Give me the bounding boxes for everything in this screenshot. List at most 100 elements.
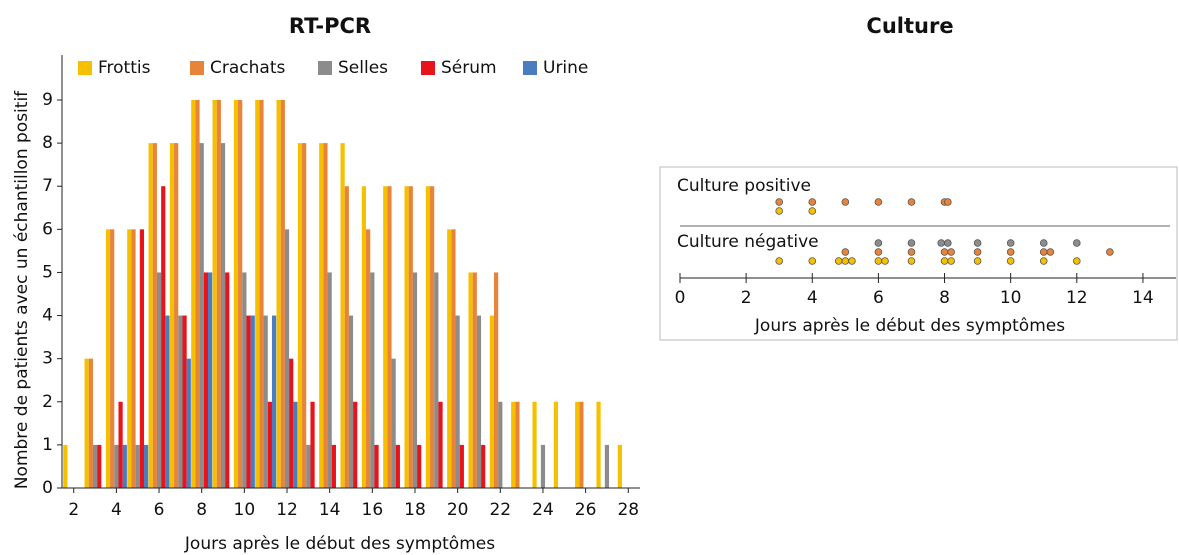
bar [212,100,217,488]
bar [161,186,166,488]
bar [225,272,230,488]
bar [165,315,170,488]
x-tick-label: 2 [741,288,752,308]
bar [195,100,200,488]
dot [1073,239,1081,247]
bar [481,444,486,488]
dot [881,257,889,265]
bar [139,229,145,489]
bar [84,358,89,488]
dot [907,248,916,256]
dot [1106,248,1114,256]
bar [220,143,226,488]
y-tick-label: 1 [42,435,53,455]
bar [118,401,123,488]
y-tick-label: 7 [42,176,53,196]
bar [263,315,268,488]
bar [310,401,315,488]
bar [88,358,93,488]
bar [361,186,367,488]
bar [348,315,354,488]
bar [617,444,622,488]
x-tick-label: 18 [404,500,426,520]
bar [105,229,111,489]
bar [412,272,418,488]
bar [293,401,298,488]
bar [327,272,332,488]
dot [937,239,946,247]
dot [1006,257,1015,265]
bar [575,401,580,488]
bar [511,401,516,488]
bar [152,143,157,488]
dot [841,248,850,256]
bar [430,186,435,488]
bar [353,401,358,488]
bar [370,272,375,488]
bar [306,444,311,488]
bar [276,100,281,488]
y-tick-label: 6 [42,219,53,239]
x-tick-label: 26 [575,500,597,520]
bar [417,444,422,488]
bar [408,186,413,488]
x-tick-label: 12 [276,500,298,520]
bar [144,444,149,488]
bar [203,272,209,488]
bar [489,315,494,488]
x-tick-label: 8 [939,288,950,308]
dot [907,257,916,265]
dot [874,198,883,206]
x-tick-label: 28 [617,500,639,520]
bar [404,186,409,488]
dot [874,239,883,247]
bar [191,100,196,488]
legend-swatch [318,61,332,75]
bar [284,229,290,489]
x-tick-label: 2 [68,500,79,520]
legend-label: Selles [338,58,388,78]
bar [208,272,213,488]
dot [775,198,783,206]
dot [848,257,856,265]
x-tick-label: 16 [362,500,384,520]
bar [472,272,477,488]
dot [1006,248,1015,256]
chart-title: Culture [866,14,953,38]
bar [169,143,175,488]
dot [1039,239,1048,247]
x-tick-label: 12 [1066,288,1088,308]
bar [323,143,328,488]
bar [178,315,183,488]
bar [148,143,153,488]
bar [340,143,345,488]
bar [319,143,324,488]
dot [834,257,843,265]
bar [476,315,482,488]
dot [841,198,850,206]
x-tick-label: 6 [873,288,884,308]
bar [596,401,601,488]
legend-swatch [190,61,204,75]
bar [246,315,251,488]
dot [947,257,955,265]
bar [267,401,272,488]
dot [1039,248,1048,256]
bar [135,444,140,488]
dot [907,198,916,206]
bar [238,100,243,488]
dot [874,257,883,265]
x-tick-label: 0 [675,288,686,308]
legend-label: Frottis [98,58,151,78]
group-label: Culture positive [677,176,811,196]
dot [907,239,916,247]
bar [114,444,119,488]
legend-label: Urine [543,58,588,78]
y-tick-label: 9 [42,90,53,110]
x-tick-label: 6 [154,500,165,520]
bar [199,143,204,488]
dot [775,207,783,215]
bar [459,444,464,488]
dot [808,207,817,215]
